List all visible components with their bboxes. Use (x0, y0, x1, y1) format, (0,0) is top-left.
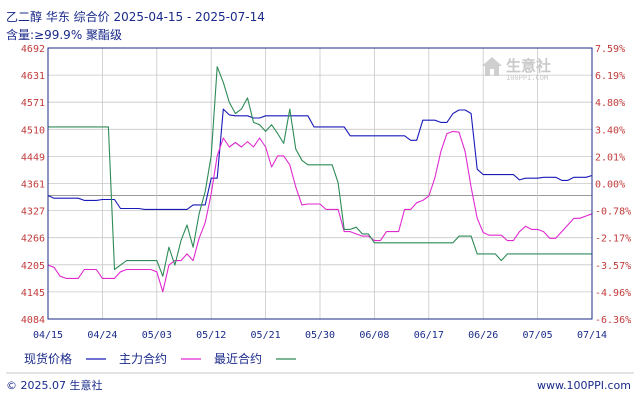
x-tick-label: 07/05 (523, 330, 553, 341)
house-door-icon (490, 69, 494, 76)
watermark-logo: 生意社 100PPI.COM (482, 57, 551, 82)
y-left-tick-label: 4266 (21, 234, 45, 245)
y-right-tick-label: -3.57% (595, 261, 631, 272)
plot-frame (47, 47, 593, 320)
y-left-tick-label: 4327 (21, 207, 45, 218)
y-left-tick-label: 4571 (21, 98, 45, 109)
y-axis-left: 4692 4631 4571 4510 4449 4361 4327 4266 4205 4145… (21, 44, 45, 326)
y-left-tick-label: 4692 (21, 44, 45, 55)
x-tick-label: 06/08 (359, 330, 389, 341)
legend: 现货价格 主力合约 最近合约 (24, 351, 296, 366)
x-tick-label: 05/03 (142, 330, 172, 341)
y-right-tick-label: -2.17% (595, 234, 631, 245)
chart-grid (48, 48, 592, 319)
house-icon (482, 57, 502, 76)
chart-title: 乙二醇 华东 综合价 2025-04-15 - 2025-07-14 (6, 9, 265, 24)
x-tick-label: 04/15 (33, 330, 63, 341)
watermark-name: 生意社 (506, 57, 551, 75)
x-tick-label: 06/26 (468, 330, 498, 341)
x-axis: 04/15 04/24 05/03 05/12 05/21 05/30 06/08 06/17… (33, 330, 607, 341)
y-right-tick-label: 3.40% (595, 125, 625, 136)
x-tick-label: 07/14 (577, 330, 607, 341)
footer-url: www.100PPI.com (537, 379, 631, 392)
x-tick-label: 04/24 (87, 330, 117, 341)
footer-copyright: © 2025.07 生意社 (6, 378, 102, 392)
x-tick-label: 05/30 (305, 330, 335, 341)
x-tick-label: 06/17 (414, 330, 444, 341)
y-left-tick-label: 4205 (21, 261, 45, 272)
y-right-tick-label: -4.96% (595, 288, 631, 299)
y-right-tick-label: 6.19% (595, 71, 625, 82)
y-left-tick-label: 4631 (21, 71, 45, 82)
y-right-tick-label: 4.80% (595, 98, 625, 109)
y-right-tick-label: 2.01% (595, 152, 625, 163)
y-left-tick-label: 4449 (21, 152, 45, 163)
y-right-tick-label: 0.00% (595, 180, 625, 191)
legend-label-recent: 最近合约 (214, 351, 262, 366)
footer: © 2025.07 生意社 www.100PPI.com (6, 372, 634, 392)
y-left-tick-label: 4084 (21, 315, 45, 326)
y-right-tick-label: 7.59% (595, 44, 625, 55)
y-right-tick-label: -6.36% (595, 315, 631, 326)
watermark-url: 100PPI.COM (506, 74, 548, 82)
x-tick-label: 05/21 (251, 330, 281, 341)
y-axis-right: 7.59% 6.19% 4.80% 3.40% 2.01% 0.00% -0.78% -2.1… (595, 44, 631, 326)
chart-subtitle: 含量:≥99.9% 聚酯级 (6, 27, 122, 42)
y-left-tick-label: 4145 (21, 288, 45, 299)
y-left-tick-label: 4361 (21, 180, 45, 191)
series-line-1 (47, 130, 593, 293)
x-tick-label: 05/12 (196, 330, 226, 341)
series-line-2 (48, 66, 592, 277)
legend-label-spot: 现货价格 (24, 351, 72, 366)
y-right-tick-label: -0.78% (595, 207, 631, 218)
y-left-tick-label: 4510 (21, 125, 45, 136)
series-line-0 (47, 108, 593, 210)
series-lines (47, 66, 593, 293)
legend-label-main: 主力合约 (119, 351, 167, 366)
